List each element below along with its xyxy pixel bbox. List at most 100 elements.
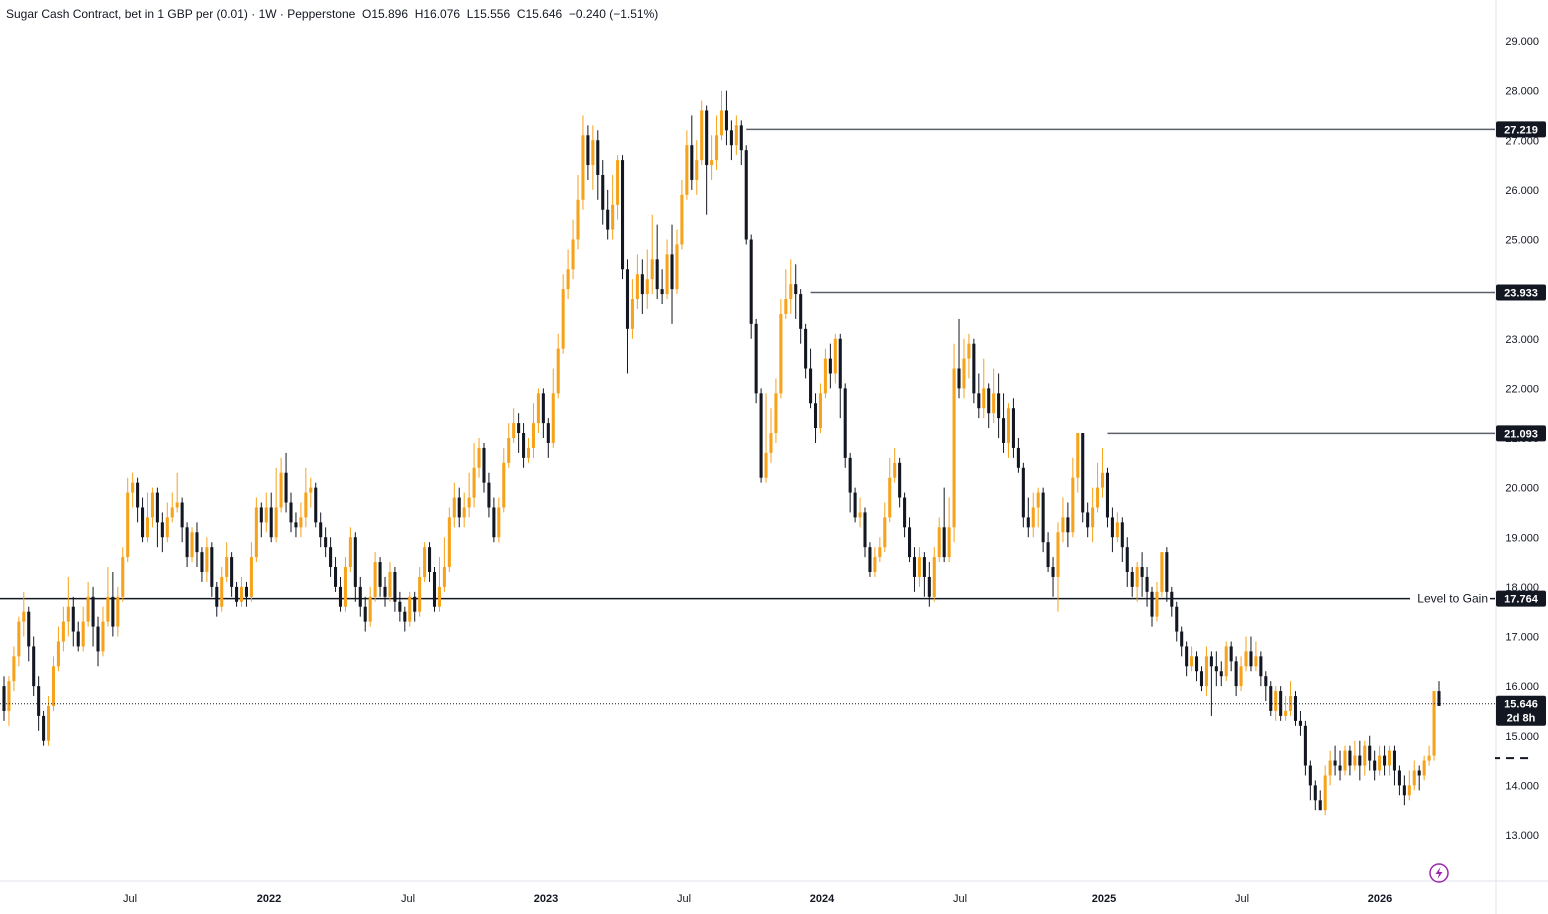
candle-body [1160,552,1164,592]
candle-body [799,294,803,329]
candle-body [1303,725,1307,766]
level-price-badge [1496,284,1546,301]
candle-body [452,497,456,518]
candle-body [813,403,818,429]
candle-body [804,328,808,369]
y-tick-label: 17.000 [1505,632,1539,644]
candle-body [705,110,709,166]
candle-body [96,626,100,652]
candle-body [432,571,437,607]
candle-body [190,532,194,558]
candle-body [1318,800,1322,811]
candle-body [759,393,763,478]
candle-body [1338,765,1342,771]
candle-body [611,204,615,230]
ohlc-close: C15.646 [516,7,563,21]
lightning-bolt-icon[interactable] [1429,863,1449,883]
y-tick-label: 14.000 [1505,780,1539,792]
candle-body [932,557,936,597]
y-tick-label: 19.000 [1505,532,1539,544]
ohlc-open: O15.896 [361,7,409,21]
level-price-badge [1496,121,1546,138]
level-price-label: 27.219 [1504,124,1538,136]
candle-body [868,547,872,572]
candle-body [1120,522,1124,548]
candle-body [403,611,407,622]
candle-body [462,507,466,518]
candle-body [1308,765,1312,786]
candle-body [873,557,877,572]
candle-body [165,517,169,538]
candle-body [838,338,842,389]
chart-legend: Sugar Cash Contract, bet in 1 GBP per (0… [6,7,658,21]
candle-body [56,641,60,667]
candle-body [160,522,164,538]
last-price-label: 15.646 [1504,699,1538,711]
candle-body [17,621,21,657]
candle-body [526,447,531,458]
candle-body [1328,760,1332,776]
candle-body [86,596,90,622]
candle-body [121,557,125,597]
candle-body [457,497,461,518]
bar-countdown-label: 2d 8h [1507,713,1536,725]
candle-body [997,393,1001,419]
candle-body [789,284,793,300]
candle-body [150,492,154,518]
candle-body [1343,750,1347,771]
candle-body [220,576,224,607]
candle-body [1239,666,1243,687]
candle-body [51,666,56,706]
candle-body [908,527,912,558]
symbol-name[interactable]: Sugar Cash Contract, bet in 1 GBP per (0… [6,7,248,21]
candle-body [1190,656,1194,667]
candle-body [1373,760,1377,771]
candle-body [922,557,926,577]
candle-body [695,160,699,180]
candle-body [334,567,338,587]
candle-body [1145,576,1149,592]
candle-body [66,606,70,622]
candle-body [1130,571,1134,587]
candle-body [1234,661,1238,687]
candle-body [517,423,521,434]
candle-body [1219,671,1223,677]
candle-body [1348,750,1352,766]
candle-body [744,150,748,240]
candle-body [492,507,496,538]
candle-body [917,557,921,577]
candle-body [1100,472,1105,488]
candle-body [794,284,798,295]
y-tick-label: 27.000 [1505,135,1539,147]
candle-body [561,289,565,349]
candle-body [388,571,392,597]
candle-body [1432,691,1436,756]
candle-body [1165,552,1169,592]
candle-body [551,393,555,443]
x-tick-label: Jul [123,893,137,905]
x-tick-label: Jul [953,893,967,905]
candles [2,90,1441,816]
candle-body [952,368,956,528]
candle-body [927,576,931,597]
candle-body [393,571,397,602]
candle-body [299,517,303,528]
candle-body [329,547,333,568]
candle-body [833,338,837,374]
level-price-badge [1496,425,1546,442]
candle-body [724,110,728,131]
alert-icon-ring [1429,863,1449,883]
candle-body [1006,408,1011,443]
candle-body [1091,507,1095,528]
candle-body [155,492,159,523]
candle-body [210,547,214,587]
candle-body [42,715,46,741]
candle-body [195,532,199,553]
time-axis[interactable]: Jul 2022 Jul 2023 Jul 2024 Jul 2025 Jul 2026 [123,893,1392,905]
candle-body [22,611,26,622]
interval-label[interactable]: 1W [258,7,277,21]
candle-body [893,462,897,478]
candle-body [754,323,758,394]
